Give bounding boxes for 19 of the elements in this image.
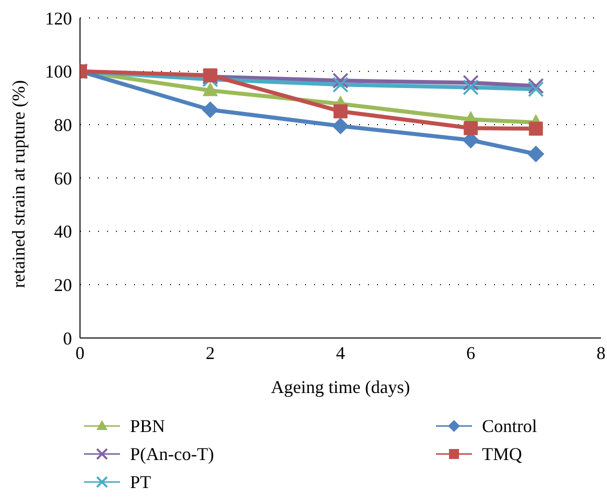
x-tick-label: 2 <box>206 342 215 363</box>
y-axis-title: retained strain at rupture (%) <box>8 80 28 288</box>
y-tick-label: 120 <box>45 8 72 28</box>
y-tick-label: 80 <box>54 115 72 136</box>
y-tick-label: 20 <box>54 275 72 296</box>
legend-label: P(An-co-T) <box>130 444 214 464</box>
legend-label: Control <box>482 416 537 436</box>
x-tick-label: 6 <box>466 342 476 363</box>
legend-label: TMQ <box>482 444 522 464</box>
y-tick-label: 40 <box>54 222 72 242</box>
legend-label: PT <box>130 472 152 492</box>
x-tick-label: 0 <box>76 342 84 363</box>
legend-label: PBN <box>130 416 166 436</box>
x-tick-label: 8 <box>596 342 606 363</box>
x-tick-label: 4 <box>336 342 345 363</box>
y-tick-label: 60 <box>54 168 72 188</box>
y-tick-label: 100 <box>45 62 72 82</box>
y-tick-label: 0 <box>63 328 72 348</box>
x-axis-title: Ageing time (days) <box>271 377 410 397</box>
